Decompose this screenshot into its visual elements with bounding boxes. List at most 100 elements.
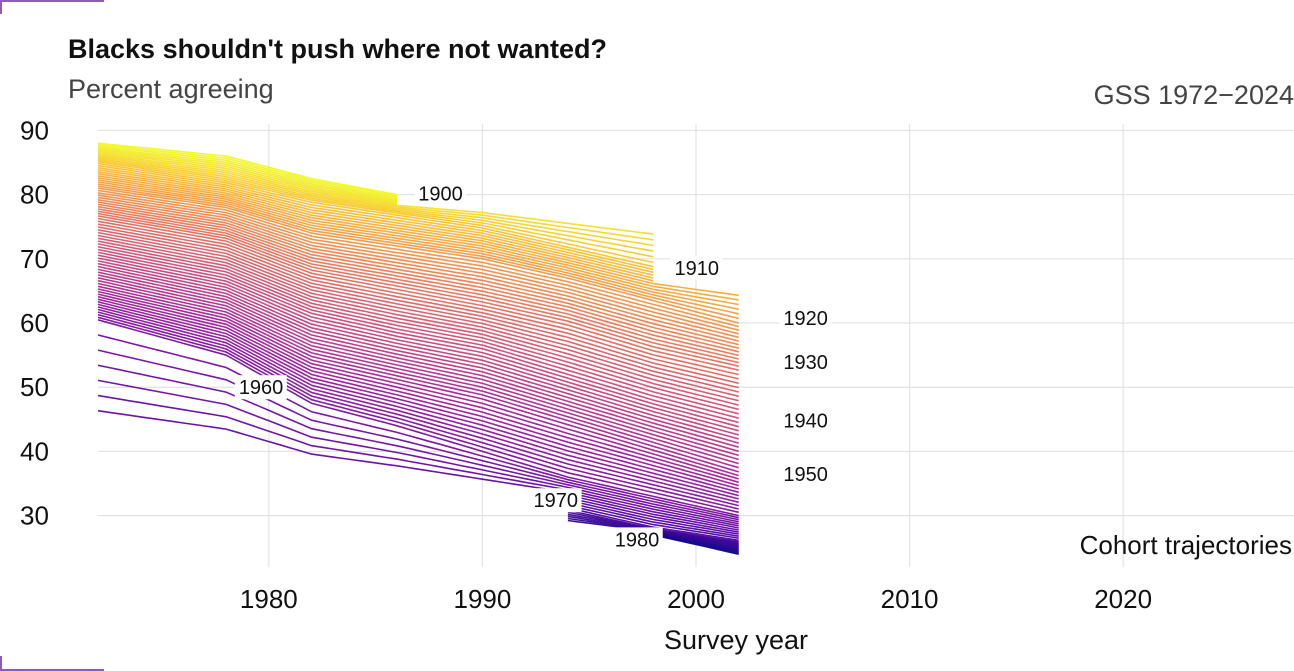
cohort-line — [97, 290, 739, 480]
cohort-line — [97, 205, 739, 353]
cohort-line — [97, 154, 654, 241]
cohort-label-bg — [779, 461, 832, 486]
cohort-labels: 1900 1910 1920 1930 1940 1950 1960 1970 1980 — [234, 181, 832, 552]
cohort-line — [97, 183, 739, 315]
y-tick-label: 40 — [20, 436, 49, 466]
cohort-line — [97, 212, 739, 364]
cohort-line — [97, 298, 739, 490]
y-tick-label: 90 — [20, 115, 49, 145]
y-tick-label: 70 — [20, 244, 49, 274]
cohort-line — [97, 262, 739, 440]
cohort-line — [97, 394, 739, 527]
x-tick-label: 2010 — [881, 584, 939, 614]
cohort-line — [97, 311, 739, 507]
cohort-line — [97, 166, 654, 274]
cohort-line — [97, 308, 739, 504]
cohort-line — [97, 194, 739, 335]
cohort-line — [97, 254, 739, 428]
x-tick-label: 2020 — [1094, 584, 1152, 614]
cohort-line — [97, 161, 654, 264]
cohort-label: 1940 — [783, 411, 828, 433]
cohort-line — [97, 148, 398, 202]
cohort-label: 1920 — [783, 308, 828, 330]
cohort-line — [97, 379, 739, 525]
cohort-line — [97, 164, 654, 271]
cohort-label: 1960 — [239, 377, 283, 399]
cohort-line — [97, 177, 739, 301]
cohort-line — [97, 271, 739, 453]
cohort-line — [97, 181, 739, 310]
cohort-line — [97, 277, 739, 461]
cohort-line — [97, 147, 398, 200]
cohort-line — [97, 248, 739, 419]
cohort-line — [97, 303, 739, 497]
x-tick-label: 1980 — [240, 584, 298, 614]
cohort-line — [97, 208, 739, 357]
cohort-label-bg — [779, 305, 832, 330]
annotation-cohort-trajectories: Cohort trajectories — [1080, 530, 1292, 560]
cohort-line — [97, 240, 739, 406]
cohort-line — [97, 159, 654, 258]
cohort-line — [97, 243, 739, 411]
cohort-line — [97, 319, 739, 517]
cohort-line — [97, 210, 739, 360]
cohort-label: 1980 — [615, 529, 660, 551]
cohort-line — [97, 199, 739, 342]
cohort-line — [97, 334, 739, 519]
cohort-line — [97, 293, 739, 484]
cohort-line — [97, 151, 398, 205]
cohort-line — [97, 185, 739, 320]
cohort-line — [97, 279, 739, 465]
cohort-line — [567, 494, 739, 531]
cohort-line — [97, 282, 739, 469]
cohort-line — [97, 187, 739, 324]
cohort-line — [97, 251, 739, 424]
y-tick-label: 80 — [20, 180, 49, 210]
cohort-line — [567, 499, 739, 535]
cohort-line — [97, 168, 654, 276]
cohort-label-bg — [610, 527, 663, 552]
cohort-line — [97, 234, 739, 398]
cohort-line — [97, 257, 739, 432]
cohort-line — [97, 246, 739, 415]
x-axis-title: Survey year — [664, 625, 808, 655]
cohort-line — [97, 274, 739, 457]
cohort-line — [97, 316, 739, 514]
cohort-line — [97, 260, 739, 436]
cohort-line — [567, 496, 739, 533]
cohort-line — [97, 301, 739, 494]
cohort-lines — [97, 142, 739, 555]
cohort-line — [97, 229, 739, 389]
y-tick-label: 60 — [20, 308, 49, 338]
cohort-line — [97, 313, 739, 510]
cohort-line — [97, 156, 654, 247]
cohort-label: 1950 — [783, 464, 828, 486]
cohort-line — [97, 217, 739, 371]
cohort-line — [97, 226, 739, 385]
cohort-line — [97, 175, 739, 297]
cohort-label: 1930 — [783, 352, 828, 374]
cohort-line — [97, 171, 654, 279]
cohort-line — [97, 285, 739, 473]
source-label: GSS 1972−2024 — [1093, 80, 1294, 110]
cohort-line — [97, 142, 398, 196]
cohort-label: 1910 — [675, 258, 720, 280]
cohort-label-bg — [529, 488, 582, 513]
cohort-line — [97, 162, 654, 268]
cohort-line — [97, 295, 739, 487]
cohort-line — [97, 268, 739, 448]
cohort-line — [567, 502, 739, 537]
cohort-line — [97, 203, 739, 349]
frame-corner-top — [0, 0, 104, 14]
cohort-line — [97, 157, 654, 252]
cohort-label-bg — [670, 255, 723, 280]
cohort-line — [567, 507, 739, 542]
cohort-label-bg — [779, 350, 832, 375]
cohort-line — [97, 189, 739, 328]
cohort-label-bg — [779, 408, 832, 433]
y-tick-label: 50 — [20, 372, 49, 402]
cohort-label-bg — [414, 181, 467, 206]
cohort-line — [97, 237, 739, 402]
cohort-line — [97, 196, 739, 339]
